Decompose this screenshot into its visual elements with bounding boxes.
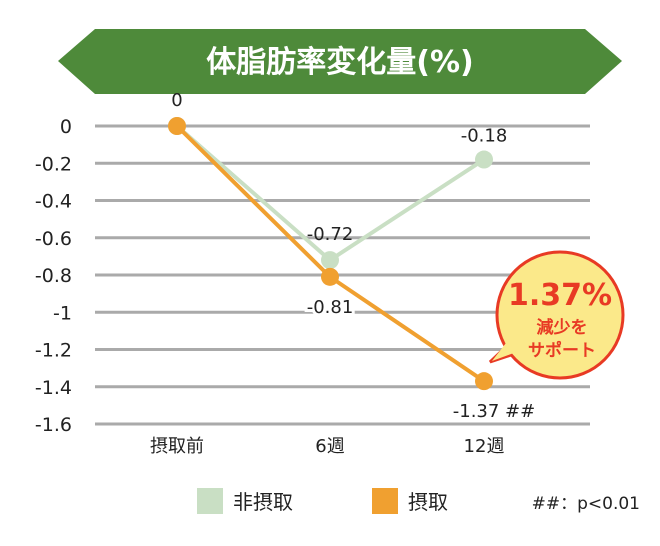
y-tick-label: -0.6 bbox=[35, 228, 72, 250]
y-tick-label: -1.2 bbox=[35, 340, 72, 362]
legend-label: 非摂取 bbox=[233, 490, 293, 514]
data-point bbox=[475, 150, 493, 169]
x-tick-label: 12週 bbox=[464, 436, 505, 457]
y-tick-label: -1.6 bbox=[35, 414, 72, 436]
legend-swatch bbox=[197, 488, 223, 514]
data-label: -0.18 bbox=[461, 126, 508, 147]
y-tick-label: -0.2 bbox=[35, 153, 72, 175]
legend-label: 摂取 bbox=[408, 490, 448, 514]
callout-value: 1.37% bbox=[508, 278, 612, 313]
y-tick-label: -0.8 bbox=[35, 265, 72, 287]
data-label: -1.37 ## bbox=[453, 401, 535, 422]
title-banner bbox=[58, 29, 622, 94]
data-label: 0 bbox=[171, 90, 182, 111]
footnote: ##：p<0.01 bbox=[532, 494, 640, 514]
callout-bubble bbox=[495, 250, 625, 380]
x-tick-label: 6週 bbox=[315, 436, 344, 457]
callout-text-2: サポート bbox=[528, 340, 596, 361]
data-point bbox=[321, 267, 339, 286]
data-label: -0.72 bbox=[307, 224, 354, 245]
data-point bbox=[475, 372, 493, 391]
y-tick-label: -0.4 bbox=[35, 191, 72, 213]
data-label: -0.81 bbox=[307, 297, 354, 318]
data-point bbox=[321, 251, 339, 270]
y-tick-label: -1 bbox=[53, 302, 72, 324]
chart-title: 体脂肪率変化量(%) bbox=[206, 45, 473, 80]
legend-swatch bbox=[372, 488, 398, 514]
y-tick-label: 0 bbox=[60, 116, 72, 138]
data-point bbox=[168, 117, 186, 135]
callout-tail-fill bbox=[492, 343, 522, 361]
callout-text-1: 減少を bbox=[537, 317, 588, 338]
x-tick-label: 摂取前 bbox=[150, 436, 204, 457]
y-tick-label: -1.4 bbox=[35, 377, 72, 399]
